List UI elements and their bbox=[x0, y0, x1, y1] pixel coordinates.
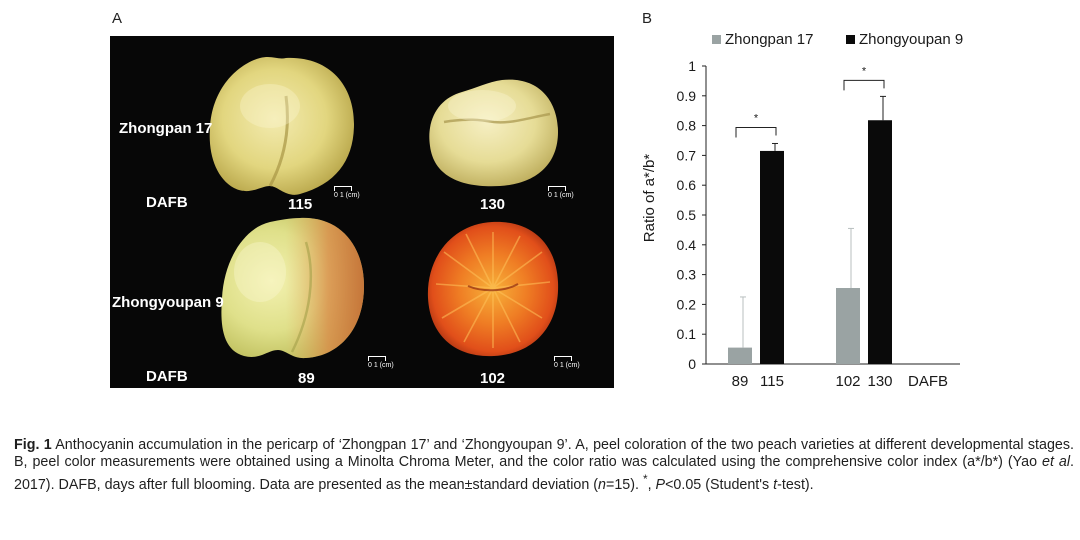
significance-marker: * bbox=[862, 65, 867, 77]
y-tick-label: 0 bbox=[688, 356, 696, 372]
x-tick-label: 130 bbox=[867, 373, 892, 390]
bar bbox=[760, 150, 784, 364]
significance-marker: * bbox=[754, 112, 759, 124]
y-tick-label: 0.4 bbox=[677, 237, 697, 253]
x-tick-label: 89 bbox=[732, 373, 749, 390]
legend-label: Zhongpan 17 bbox=[725, 31, 813, 48]
peach-photo-illustration bbox=[209, 57, 559, 359]
peach-zhongpan17-130 bbox=[429, 79, 558, 187]
y-tick-label: 0.3 bbox=[677, 267, 697, 283]
chart-axes: 0 0.1 0.2 0.3 0.4 0.5 0.6 0.7 0.8 0.9 1 89 115 102 130… bbox=[677, 58, 960, 390]
scale-bar-89: 0 1 (cm) bbox=[368, 356, 394, 369]
chart-legend: Zhongpan 17 Zhongyoupan 9 bbox=[712, 31, 963, 48]
variety-label-zhongpan17: Zhongpan 17 bbox=[119, 120, 213, 137]
y-tick-label: 0.6 bbox=[677, 177, 697, 193]
y-tick-label: 0.8 bbox=[677, 118, 697, 134]
peach-photo-panel: Zhongpan 17 DAFB 115 130 Zhongyoupan 9 D… bbox=[110, 36, 614, 388]
legend-swatch bbox=[712, 35, 721, 44]
stage-label-102: 102 bbox=[480, 370, 506, 387]
y-tick-label: 1 bbox=[688, 58, 696, 74]
x-axis-title: DAFB bbox=[908, 373, 948, 390]
caption-t: t bbox=[773, 476, 778, 493]
caption-n: n bbox=[598, 476, 606, 493]
y-tick-label: 0.5 bbox=[677, 207, 697, 223]
caption-text-3: =15). bbox=[605, 476, 643, 493]
caption-star: * bbox=[642, 472, 648, 486]
y-tick-label: 0.7 bbox=[677, 147, 697, 163]
figure-label: Fig. 1 bbox=[14, 437, 52, 453]
stage-label-115: 115 bbox=[288, 196, 313, 213]
y-axis-title: Ratio of a*/b* bbox=[641, 154, 658, 243]
peach-zhongpan17-115 bbox=[209, 57, 354, 195]
caption-text-4: , bbox=[647, 476, 656, 493]
caption-p: P bbox=[655, 476, 666, 493]
panel-b-label: B bbox=[642, 10, 653, 27]
scale-bar-115: 0 1 (cm) bbox=[334, 186, 360, 199]
peach-zhongyoupan9-102 bbox=[427, 221, 559, 357]
x-tick-label: 102 bbox=[835, 373, 860, 390]
dafb-label-top: DAFB bbox=[146, 194, 188, 211]
caption-text-6: -test). bbox=[777, 476, 814, 493]
stage-label-89: 89 bbox=[298, 370, 315, 387]
chart-bars: ** bbox=[728, 65, 892, 365]
bar bbox=[728, 347, 752, 364]
significance-bracket bbox=[843, 79, 885, 91]
legend-swatch bbox=[846, 35, 855, 44]
panel-a-label: A bbox=[112, 10, 123, 27]
bar bbox=[836, 288, 860, 364]
x-tick-label: 115 bbox=[760, 373, 784, 390]
anthocyanin-bar-chart: Zhongpan 17 Zhongyoupan 9 0 0.1 0.2 0.3 0.4 0.… bbox=[641, 31, 963, 390]
caption-text-2: . 2017). DAFB, days after full blooming.… bbox=[14, 454, 1074, 493]
legend-label: Zhongyoupan 9 bbox=[859, 31, 963, 48]
y-tick-label: 0.9 bbox=[677, 88, 697, 104]
peach-zhongyoupan9-89 bbox=[221, 217, 364, 359]
scale-bar-130: 0 1 (cm) bbox=[548, 186, 574, 199]
caption-et-al: et al bbox=[1042, 454, 1071, 470]
figure-caption: Fig. 1 Anthocyanin accumulation in the p… bbox=[14, 437, 1074, 494]
caption-text-5: <0.05 (Student's bbox=[665, 476, 774, 493]
bar bbox=[868, 120, 892, 365]
y-tick-label: 0.2 bbox=[677, 296, 697, 312]
significance-bracket bbox=[735, 126, 777, 138]
variety-label-zhongyoupan9: Zhongyoupan 9 bbox=[112, 294, 224, 311]
stage-label-130: 130 bbox=[480, 196, 506, 213]
scale-bar-102: 0 1 (cm) bbox=[554, 356, 580, 369]
caption-text-1: Anthocyanin accumulation in the pericarp… bbox=[14, 437, 1074, 470]
y-tick-label: 0.1 bbox=[677, 326, 697, 342]
dafb-label-bottom: DAFB bbox=[146, 368, 188, 385]
